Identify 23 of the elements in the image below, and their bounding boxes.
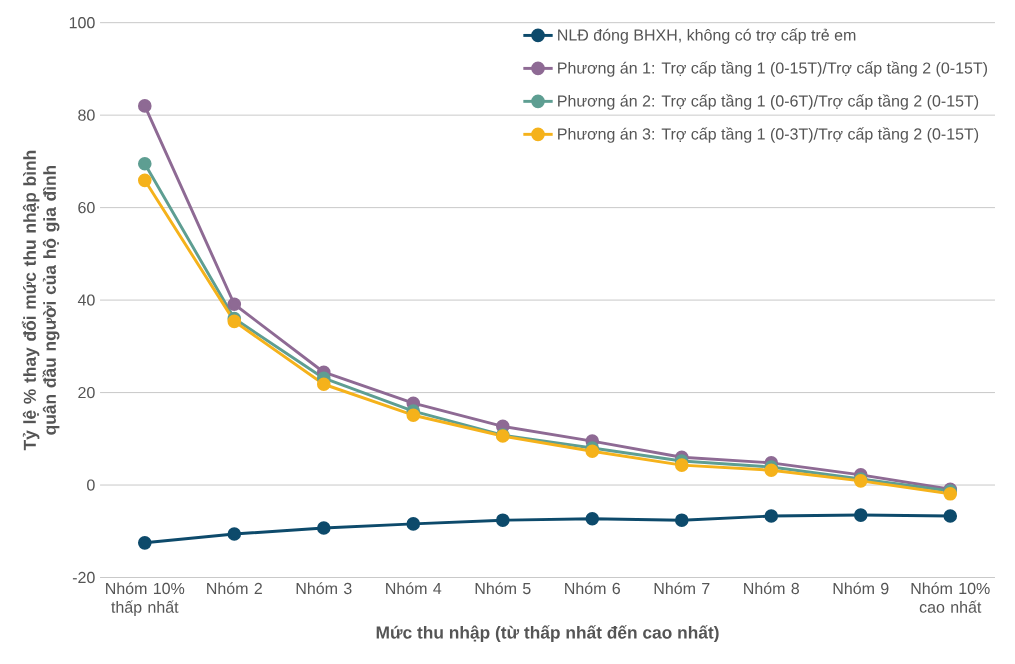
x-tick-label: Nhóm 8 bbox=[744, 582, 800, 595]
x-tick-label: Nhóm 6 bbox=[565, 582, 621, 595]
x-tick-label: Nhóm 9 bbox=[833, 582, 889, 595]
y-axis-title: Tỷ lệ % thay đổi mức thu nhập bình quân đầu người của hộ gia đình bbox=[21, 150, 60, 451]
legend-label: NLĐ đóng BHXH, không có trợ cấp trẻ em bbox=[558, 28, 856, 44]
x-axis-title: Mức thu nhập (từ thấp nhất đến cao nhất) bbox=[376, 625, 719, 642]
y-tick-label: -20 bbox=[72, 571, 95, 584]
legend-label: Phương án 2: Trợ cấp tầng 1 (0-6T)/Trợ cấp tầng 2 (0-15T) bbox=[558, 94, 979, 110]
x-tick-label: Nhóm 3 bbox=[296, 582, 352, 595]
x-tick-label: Nhóm 7 bbox=[654, 582, 710, 595]
legend-label: Phương án 3: Trợ cấp tầng 1 (0-3T)/Trợ cấp tầng 2 (0-15T) bbox=[558, 127, 979, 143]
y-tick-label: 20 bbox=[78, 386, 95, 399]
y-tick-label: 100 bbox=[69, 16, 95, 29]
x-tick-label: Nhóm 10% thấp nhất bbox=[106, 582, 185, 616]
x-tick-label: Nhóm 4 bbox=[386, 582, 442, 595]
y-tick-label: 40 bbox=[77, 294, 95, 306]
x-tick-label: Nhóm 2 bbox=[207, 582, 262, 595]
y-tick-label: 60 bbox=[78, 201, 95, 214]
x-tick-label: Nhóm 5 bbox=[475, 582, 531, 595]
y-tick-label: 0 bbox=[87, 479, 95, 491]
x-tick-label: Nhóm 10% cao nhất bbox=[911, 582, 990, 613]
y-tick-label: 80 bbox=[78, 109, 95, 121]
legend-label: Phương án 1: Trợ cấp tầng 1 (0-15T)/Trợ cấp tầng 2 (0-15T) bbox=[558, 61, 988, 77]
